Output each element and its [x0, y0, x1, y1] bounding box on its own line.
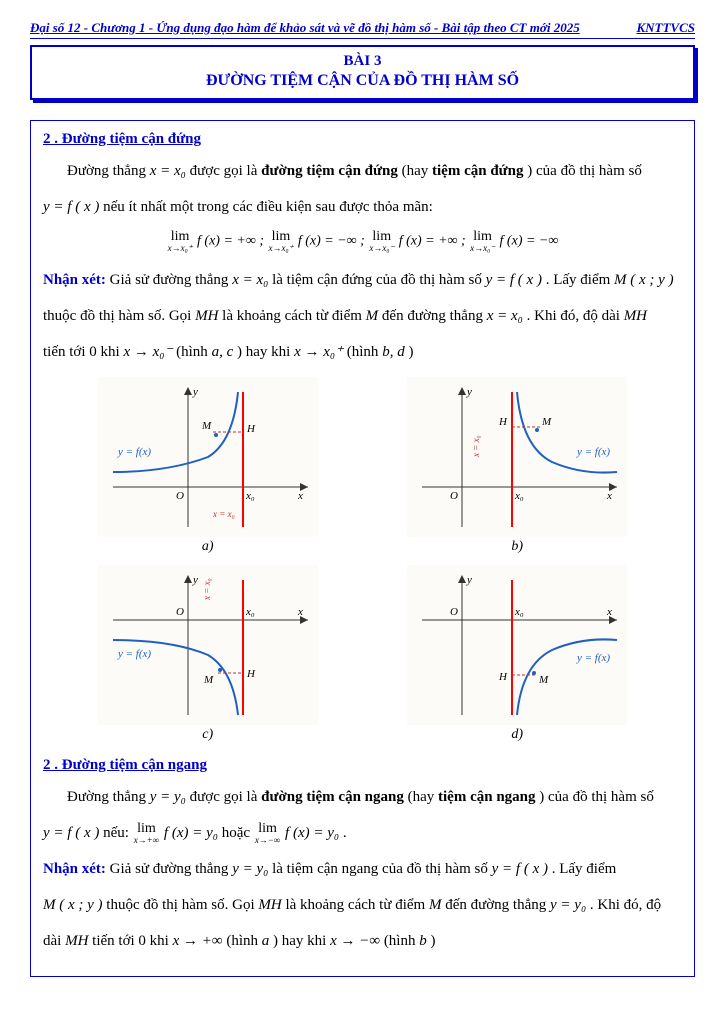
section2-p1: Đường thẳng y = y₀ được gọi là đường tiệ… [43, 782, 682, 812]
limit-conditions: limx→x₀⁺ f (x) = +∞ ; limx→x₀⁺ f (x) = −… [43, 230, 682, 253]
svg-text:M: M [538, 674, 549, 686]
title-line2: ĐƯỜNG TIỆM CẬN CỦA ĐỒ THỊ HÀM SỐ [32, 72, 693, 90]
svg-text:x: x [297, 490, 303, 502]
graph-c: M H y = f(x) O x y x₀ x = x₀ c) [73, 565, 343, 743]
section1-nx2: thuộc đồ thị hàm số. Gọi MH là khoảng cá… [43, 301, 682, 331]
svg-text:x₀: x₀ [514, 490, 524, 502]
graph-a: M H y = f(x) O x y x₀ x = x₀ a) [73, 377, 343, 555]
svg-text:x = x₀: x = x₀ [212, 509, 235, 519]
svg-text:y = f(x): y = f(x) [576, 652, 610, 664]
section1-p1: Đường thẳng x = x₀ được gọi là đường tiệ… [43, 156, 682, 186]
section2-heading: 2 . Đường tiệm cận ngang [43, 757, 682, 774]
svg-text:y = f(x): y = f(x) [117, 648, 151, 660]
header-right: KNTTVCS [636, 20, 695, 36]
section2-nx3: dài MH tiến tới 0 khi x → +∞ (hình a ) h… [43, 926, 682, 956]
graph-grid: M H y = f(x) O x y x₀ x = x₀ a) [73, 377, 652, 743]
section2-nx1: Nhận xét: Giả sử đường thẳng y = y₀ là t… [43, 854, 682, 884]
svg-text:O: O [176, 606, 184, 618]
svg-text:x₀: x₀ [245, 490, 255, 502]
svg-text:x: x [297, 606, 303, 618]
svg-text:H: H [246, 668, 256, 680]
svg-text:y = f(x): y = f(x) [576, 446, 610, 458]
graph-d-label: d) [383, 727, 653, 743]
svg-text:x₀: x₀ [245, 606, 255, 618]
svg-text:M: M [203, 674, 214, 686]
content-box: 2 . Đường tiệm cận đứng Đường thẳng x = … [30, 120, 695, 977]
svg-text:x: x [606, 606, 612, 618]
svg-text:O: O [176, 490, 184, 502]
title-box: BÀI 3 ĐƯỜNG TIỆM CẬN CỦA ĐỒ THỊ HÀM SỐ [30, 45, 695, 100]
svg-text:x = x₀: x = x₀ [471, 435, 481, 458]
svg-text:M: M [201, 420, 212, 432]
math-y-eq-fx: y = f ( x ) [43, 199, 99, 215]
graph-c-label: c) [73, 727, 343, 743]
svg-text:M: M [541, 416, 552, 428]
svg-text:y: y [466, 386, 472, 398]
header-left: Đại số 12 - Chương 1 - Ứng dụng đạo hàm … [30, 20, 580, 36]
graph-c-svg: M H y = f(x) O x y x₀ x = x₀ [98, 565, 318, 725]
graph-d-svg: H M y = f(x) O x y x₀ [407, 565, 627, 725]
graph-b-label: b) [383, 539, 653, 555]
svg-text:O: O [450, 490, 458, 502]
svg-text:y: y [192, 574, 198, 586]
section1-nx3: tiến tới 0 khi x → x₀⁻ (hình a, c ) hay … [43, 337, 682, 367]
section1-p2: y = f ( x ) nếu ít nhất một trong các đi… [43, 192, 682, 222]
svg-text:y: y [466, 574, 472, 586]
svg-text:H: H [246, 423, 256, 435]
svg-text:O: O [450, 606, 458, 618]
svg-text:x₀: x₀ [514, 606, 524, 618]
graph-d: H M y = f(x) O x y x₀ d) [383, 565, 653, 743]
math-x-eq-x0: x = x₀ [150, 163, 186, 179]
svg-text:x: x [606, 490, 612, 502]
svg-text:x = x₀: x = x₀ [202, 578, 212, 601]
graph-a-label: a) [73, 539, 343, 555]
title-line1: BÀI 3 [32, 53, 693, 70]
graph-b-svg: H M y = f(x) O x y x₀ x = x₀ [407, 377, 627, 537]
page: Đại số 12 - Chương 1 - Ứng dụng đạo hàm … [0, 0, 725, 1007]
section1-heading: 2 . Đường tiệm cận đứng [43, 131, 682, 148]
svg-text:H: H [498, 671, 508, 683]
graph-b: H M y = f(x) O x y x₀ x = x₀ b) [383, 377, 653, 555]
svg-text:H: H [498, 416, 508, 428]
section1-nx1: Nhận xét: Giả sử đường thẳng x = x₀ là t… [43, 265, 682, 295]
section2-nx2: M ( x ; y ) thuộc đồ thị hàm số. Gọi MH … [43, 890, 682, 920]
graph-a-svg: M H y = f(x) O x y x₀ x = x₀ [98, 377, 318, 537]
section2-p2: y = f ( x ) nếu: limx→+∞ f (x) = y₀ hoặc… [43, 818, 682, 848]
svg-text:y: y [192, 386, 198, 398]
svg-text:y = f(x): y = f(x) [117, 446, 151, 458]
page-header: Đại số 12 - Chương 1 - Ứng dụng đạo hàm … [30, 20, 695, 39]
